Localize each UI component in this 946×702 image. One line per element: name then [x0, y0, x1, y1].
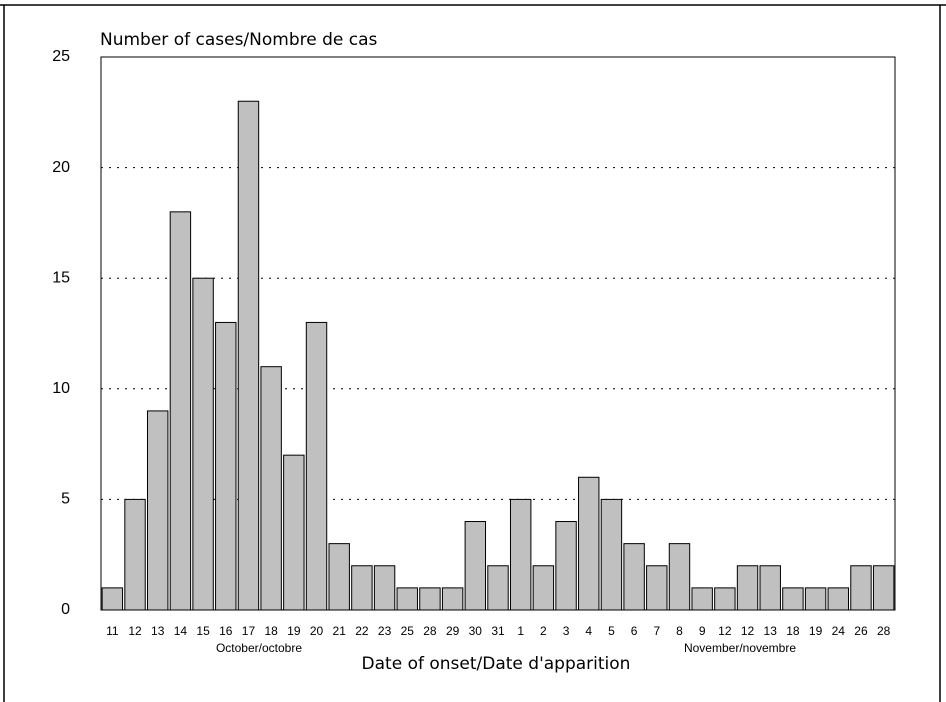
- bar: [532, 565, 555, 611]
- x-tick-label: 28: [423, 624, 437, 638]
- bar: [328, 543, 350, 611]
- x-tick-label: 14: [174, 624, 188, 638]
- plot-border: [100, 56, 896, 611]
- bar: [487, 565, 509, 611]
- bar: [464, 521, 487, 611]
- x-tick-label: 8: [676, 624, 683, 638]
- x-tick-label: 25: [401, 624, 415, 638]
- x-tick-label: 22: [355, 624, 369, 638]
- bar: [714, 587, 736, 611]
- bar: [147, 410, 169, 611]
- x-tick-label: 3: [563, 624, 570, 638]
- x-tick-label: 19: [809, 624, 823, 638]
- group-label: October/octobre: [216, 641, 302, 655]
- bar: [804, 587, 827, 611]
- x-tick-label: 18: [786, 624, 800, 638]
- y-tick-label: 20: [52, 159, 70, 176]
- bar: [509, 498, 532, 611]
- bar: [215, 321, 237, 611]
- bar: [600, 498, 623, 611]
- x-tick-label: 12: [741, 624, 755, 638]
- x-tick-label: 2: [540, 624, 547, 638]
- bar: [419, 587, 441, 611]
- bar: [441, 587, 464, 611]
- bar: [872, 565, 895, 611]
- bar: [646, 565, 668, 611]
- bar: [169, 211, 192, 611]
- x-tick-label: 4: [585, 624, 592, 638]
- x-tick-label: 13: [151, 624, 165, 638]
- x-tick-label: 6: [631, 624, 638, 638]
- bar: [850, 565, 872, 611]
- x-tick-label: 21: [333, 624, 347, 638]
- bar: [623, 543, 645, 611]
- x-tick-label: 20: [310, 624, 324, 638]
- x-tick-label: 12: [128, 624, 142, 638]
- bar: [351, 565, 373, 611]
- bar: [101, 587, 124, 611]
- bar: [237, 100, 260, 611]
- bar: [305, 321, 328, 611]
- y-tick-label: 10: [52, 380, 70, 397]
- bar: [260, 366, 282, 611]
- bar: [578, 476, 600, 611]
- group-label: November/novembre: [684, 641, 796, 655]
- y-tick-label: 5: [61, 491, 70, 508]
- bar: [192, 277, 214, 611]
- x-tick-label: 30: [469, 624, 483, 638]
- x-tick-label: 13: [764, 624, 778, 638]
- x-tick-label: 29: [446, 624, 460, 638]
- bar: [668, 543, 691, 611]
- y-tick-label: 25: [52, 48, 70, 65]
- bar: [736, 565, 759, 611]
- bar: [691, 587, 713, 611]
- bar: [555, 521, 577, 611]
- x-tick-label: 31: [491, 624, 505, 638]
- x-tick-label: 18: [264, 624, 278, 638]
- x-tick-label: 24: [832, 624, 846, 638]
- x-tick-label: 11: [106, 624, 119, 638]
- bar: [782, 587, 804, 611]
- x-axis-title: Date of onset/Date d'apparition: [362, 654, 631, 674]
- x-tick-label: 23: [378, 624, 392, 638]
- bar: [283, 454, 305, 611]
- x-tick-label: 15: [196, 624, 210, 638]
- x-tick-label: 19: [287, 624, 301, 638]
- x-tick-label: 26: [854, 624, 868, 638]
- y-axis-title: Number of cases/Nombre de cas: [100, 30, 378, 50]
- y-tick-label: 0: [61, 601, 70, 618]
- x-tick-label: 5: [608, 624, 615, 638]
- x-tick-label: 9: [699, 624, 706, 638]
- x-tick-label: 17: [242, 624, 256, 638]
- bar: [827, 587, 849, 611]
- x-tick-label: 12: [718, 624, 732, 638]
- x-tick-label: 16: [219, 624, 233, 638]
- x-tick-label: 1: [517, 624, 524, 638]
- y-tick-label: 15: [52, 269, 70, 286]
- x-tick-label: 28: [877, 624, 891, 638]
- bar: [124, 498, 146, 611]
- bar: [396, 587, 418, 611]
- x-tick-label: 7: [653, 624, 660, 638]
- bar: [373, 565, 396, 611]
- bar: [759, 565, 781, 611]
